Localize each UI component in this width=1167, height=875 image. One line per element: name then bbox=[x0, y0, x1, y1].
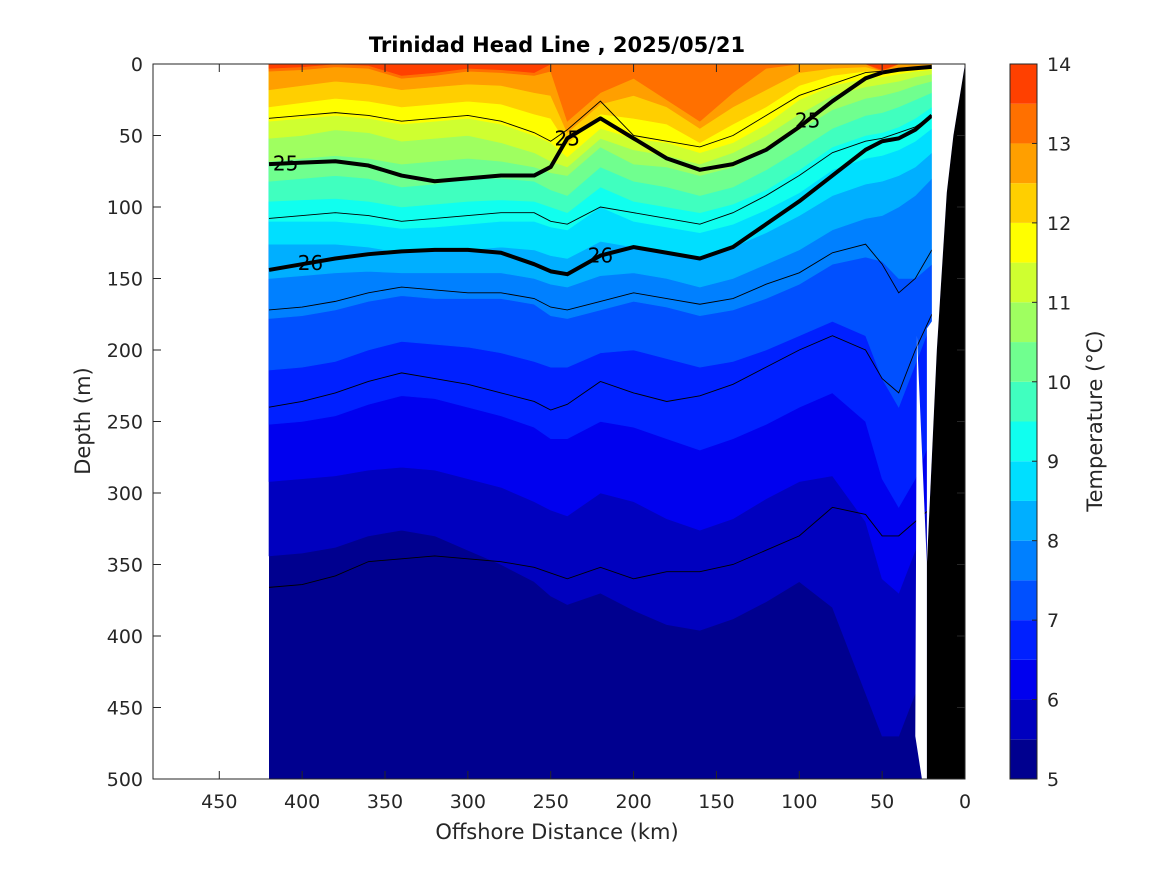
colorbar-cell-13.5 bbox=[1010, 64, 1037, 104]
x-tick-label-300: 300 bbox=[450, 791, 486, 813]
x-tick-label-350: 350 bbox=[367, 791, 403, 813]
x-tick-label-150: 150 bbox=[698, 791, 734, 813]
colorbar-cell-8 bbox=[1010, 500, 1037, 541]
colorbar-tick-label-6: 6 bbox=[1047, 690, 1059, 712]
x-tick-label-450: 450 bbox=[201, 791, 237, 813]
colorbar-cell-12 bbox=[1010, 183, 1037, 223]
temperature-field bbox=[268, 64, 965, 779]
colorbar-tick-label-7: 7 bbox=[1047, 610, 1059, 632]
colorbar-cell-13 bbox=[1010, 103, 1037, 144]
x-tick-label-200: 200 bbox=[615, 791, 651, 813]
colorbar-cell-7.5 bbox=[1010, 540, 1037, 581]
thin-contour-4 bbox=[268, 506, 933, 588]
x-tick-label-0: 0 bbox=[959, 791, 971, 813]
thin-contour-3 bbox=[268, 314, 933, 411]
colorbar-cell-5 bbox=[1010, 739, 1037, 779]
thin-contour-1 bbox=[268, 115, 933, 225]
y-axis-title: Depth (m) bbox=[71, 367, 95, 474]
no-data-gap bbox=[915, 64, 965, 779]
contour-label-26-1: 26 bbox=[588, 244, 613, 268]
x-tick-label-400: 400 bbox=[284, 791, 320, 813]
thin-contour-2 bbox=[268, 243, 933, 311]
colorbar-title: Temperature (°C) bbox=[1083, 330, 1107, 512]
y-tick-label-400: 400 bbox=[107, 626, 143, 648]
colorbar: 5 6 7 8 9 10 11 12 13 14 Temperature (°C) bbox=[1009, 54, 1107, 791]
y-tick-label-250: 250 bbox=[107, 412, 143, 434]
y-tick-label-300: 300 bbox=[107, 483, 143, 505]
colorbar-cell-10 bbox=[1010, 342, 1037, 382]
colorbar-cell-10.5 bbox=[1010, 302, 1037, 343]
colorbar-tick-label-14: 14 bbox=[1047, 54, 1071, 76]
colorbar-cell-7 bbox=[1010, 580, 1037, 621]
y-tick-label-150: 150 bbox=[107, 269, 143, 291]
colorbar-frame bbox=[1009, 63, 1038, 780]
colorbar-cell-12.5 bbox=[1010, 143, 1037, 184]
colorbar-cell-6.5 bbox=[1010, 620, 1037, 660]
x-tick-label-50: 50 bbox=[870, 791, 894, 813]
y-tick-label-200: 200 bbox=[107, 340, 143, 362]
colorbar-cell-9 bbox=[1010, 421, 1037, 462]
contour-label-26-0: 26 bbox=[298, 251, 323, 275]
y-tick-label-0: 0 bbox=[131, 54, 143, 76]
y-tick-label-100: 100 bbox=[107, 197, 143, 219]
contour-label-25-0: 25 bbox=[273, 151, 298, 175]
colorbar-cell-8.5 bbox=[1010, 461, 1037, 501]
density-contour-25 bbox=[268, 64, 933, 184]
seafloor-mask bbox=[915, 64, 965, 779]
chart-title: Trinidad Head Line , 2025/05/21 bbox=[369, 33, 745, 57]
y-tick-label-50: 50 bbox=[119, 126, 143, 148]
temp-band-13 bbox=[268, 64, 932, 122]
colorbar-cell-11 bbox=[1010, 262, 1037, 303]
y-tick-label-500: 500 bbox=[107, 769, 143, 791]
x-axis-title: Offshore Distance (km) bbox=[435, 820, 678, 844]
y-tick-label-450: 450 bbox=[107, 698, 143, 720]
colorbar-tick-label-9: 9 bbox=[1047, 451, 1059, 473]
colorbar-cell-11.5 bbox=[1010, 222, 1037, 263]
y-tick-label-350: 350 bbox=[107, 555, 143, 577]
colorbar-tick-label-10: 10 bbox=[1047, 372, 1071, 394]
temp-band-13.5 bbox=[268, 64, 932, 76]
colorbar-cell-6 bbox=[1010, 659, 1037, 700]
x-tick-label-250: 250 bbox=[533, 791, 569, 813]
contour-labels: 25 25 25 26 26 bbox=[273, 108, 820, 274]
colorbar-tick-label-5: 5 bbox=[1047, 769, 1059, 791]
thin-contour-0 bbox=[268, 66, 932, 148]
colorbar-cell-9.5 bbox=[1010, 381, 1037, 422]
colorbar-tick-label-13: 13 bbox=[1047, 133, 1071, 155]
y-axis-ticks: 0 50 100 150 200 250 300 350 400 450 500 bbox=[107, 54, 965, 791]
contour-label-25-2: 25 bbox=[795, 108, 820, 132]
x-tick-label-100: 100 bbox=[781, 791, 817, 813]
colorbar-cell-5.5 bbox=[1010, 699, 1037, 740]
contour-label-25-1: 25 bbox=[555, 126, 580, 150]
density-contour-26 bbox=[268, 113, 934, 277]
seafloor-bottom bbox=[926, 64, 965, 779]
contour-lines bbox=[268, 64, 934, 588]
colorbar-tick-label-12: 12 bbox=[1047, 213, 1071, 235]
colorbar-tick-label-11: 11 bbox=[1047, 292, 1071, 314]
x-axis-ticks: 450 400 350 300 250 200 150 100 50 0 bbox=[201, 64, 971, 813]
colorbar-tick-label-8: 8 bbox=[1047, 531, 1059, 553]
